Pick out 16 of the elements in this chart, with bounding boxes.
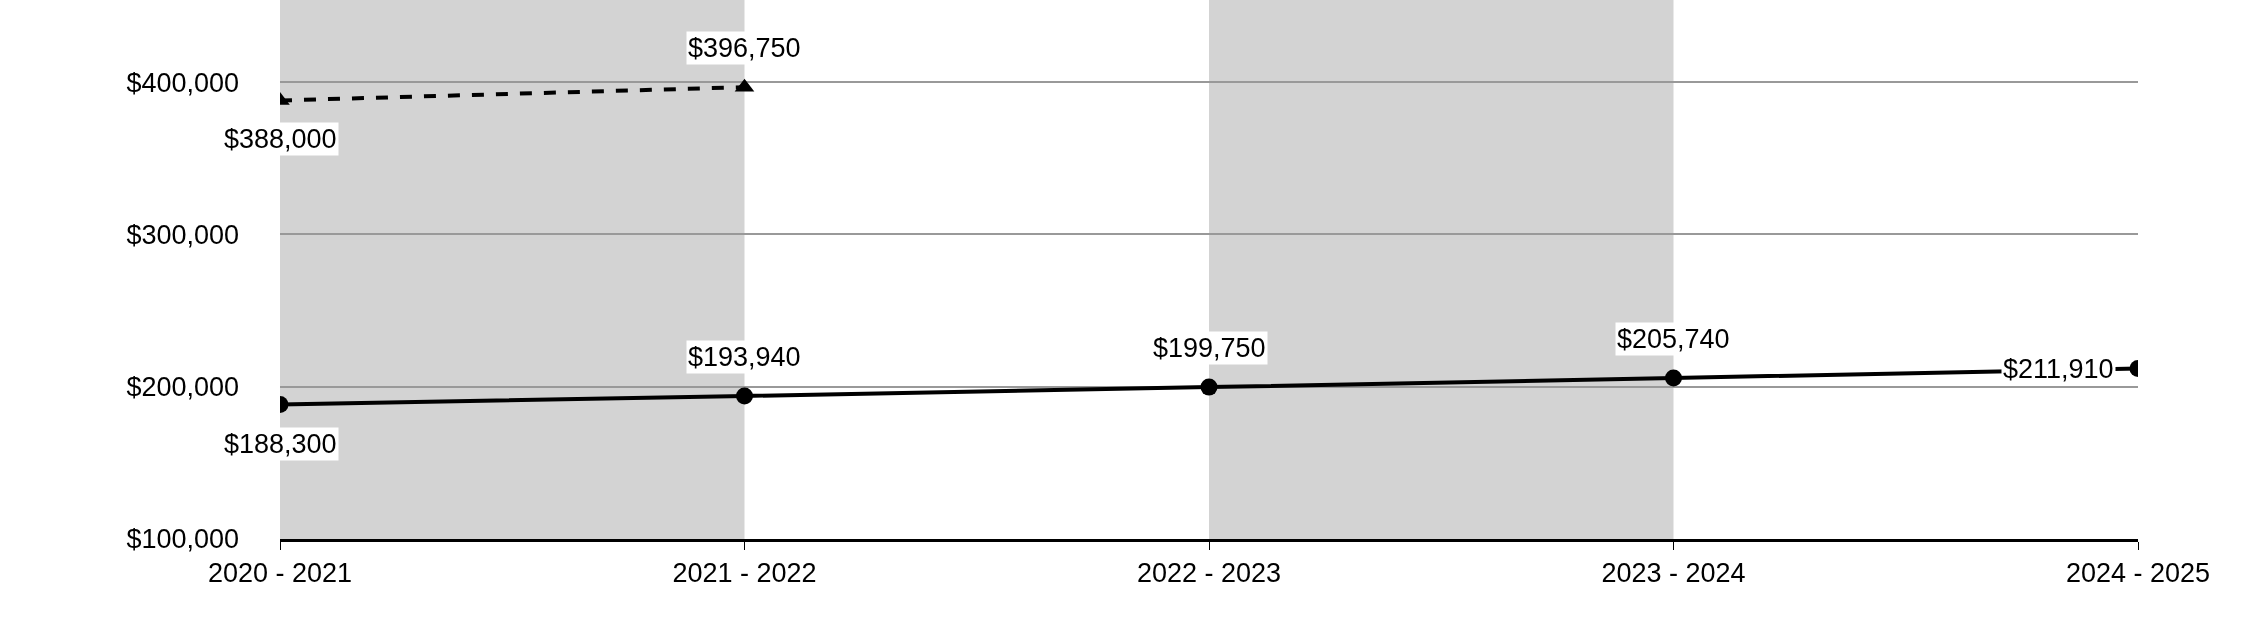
- data-label: $188,300: [224, 429, 337, 459]
- x-tick-label: 2022 - 2023: [1136, 558, 1282, 589]
- y-tick-label: $200,000: [126, 372, 239, 403]
- x-tick-label: 2020 - 2021: [207, 558, 353, 589]
- data-label: $205,740: [1617, 324, 1730, 354]
- x-tick-label: 2024 - 2025: [2065, 558, 2211, 589]
- y-tick-label: $100,000: [126, 524, 239, 555]
- data-label: $199,750: [1153, 333, 1266, 363]
- data-label: $193,940: [688, 342, 801, 372]
- y-tick-label: $300,000: [126, 219, 239, 250]
- x-tick-label: 2023 - 2024: [1601, 558, 1746, 589]
- data-label: $211,910: [2003, 354, 2114, 384]
- y-tick-label: $400,000: [126, 67, 239, 98]
- x-tick-label: 2021 - 2022: [672, 558, 817, 589]
- data-label: $388,000: [224, 124, 337, 154]
- data-label: $396,750: [688, 33, 801, 63]
